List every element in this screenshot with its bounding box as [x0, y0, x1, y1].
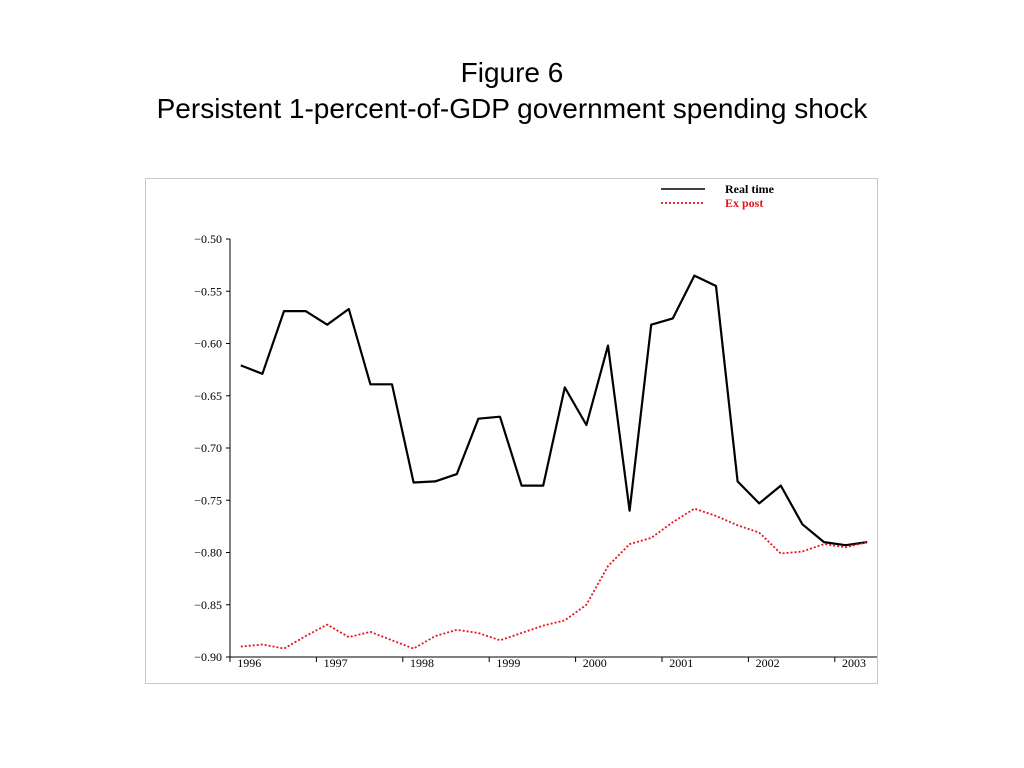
line-chart: −0.50 −0.55 −0.60 −0.65 −0.70 −0.75 −0.80 −0.85…: [194, 182, 877, 670]
chart-frame: −0.50 −0.55 −0.60 −0.65 −0.70 −0.75 −0.80 −0.85…: [145, 178, 878, 684]
series-line-ex-post: [240, 507, 868, 650]
y-tick-label: −0.55: [194, 284, 222, 298]
y-tick-label: −0.75: [194, 493, 222, 507]
y-tick-label: −0.80: [194, 546, 222, 560]
x-tick-label: 2001: [669, 656, 693, 670]
x-tick-label: 1997: [324, 656, 348, 670]
legend-label: Ex post: [725, 196, 763, 210]
legend-label: Real time: [725, 182, 775, 196]
x-tick-label: 1999: [496, 656, 520, 670]
y-tick-label: −0.65: [194, 389, 222, 403]
figure-caption: Persistent 1-percent-of-GDP government s…: [156, 93, 868, 124]
x-tick-label: 1996: [237, 656, 261, 670]
x-tick-label: 2002: [756, 656, 780, 670]
y-tick-label: −0.90: [194, 650, 222, 664]
slide-title: Figure 6 Persistent 1-percent-of-GDP gov…: [0, 56, 1024, 128]
x-tick-label: 1998: [410, 656, 434, 670]
figure-number: Figure 6: [460, 57, 564, 88]
y-tick-label: −0.85: [194, 598, 222, 612]
x-tick-label: 2003: [842, 656, 866, 670]
y-tick-label: −0.70: [194, 441, 222, 455]
series-line-real-time: [240, 274, 868, 547]
y-tick-label: −0.60: [194, 337, 222, 351]
x-tick-label: 2000: [583, 656, 607, 670]
y-tick-label: −0.50: [194, 232, 222, 246]
